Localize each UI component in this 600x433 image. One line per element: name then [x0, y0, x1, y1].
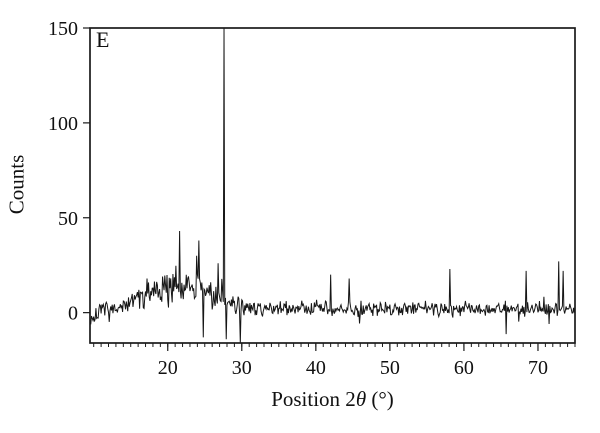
xrd-trace — [89, 27, 576, 344]
x-tick-label: 60 — [454, 357, 474, 379]
y-tick-label: 50 — [58, 208, 78, 230]
x-tick-label: 30 — [232, 357, 252, 379]
x-tick-label: 20 — [158, 357, 178, 379]
y-tick-label: 150 — [48, 18, 78, 40]
x-tick-label: 50 — [380, 357, 400, 379]
x-axis-title-unit: (°) — [366, 387, 394, 411]
y-tick-label: 0 — [68, 303, 78, 325]
x-tick-label: 70 — [528, 357, 548, 379]
plot-frame — [89, 27, 576, 344]
y-tick-label: 100 — [48, 113, 78, 135]
panel-label: E — [96, 27, 110, 52]
y-axis-title: Counts — [4, 154, 29, 215]
x-tick-label: 40 — [306, 357, 326, 379]
x-axis-title-text: Position 2 — [271, 387, 356, 411]
x-axis-title: Position 2θ (°) — [90, 387, 575, 412]
theta-symbol: θ — [355, 387, 367, 411]
